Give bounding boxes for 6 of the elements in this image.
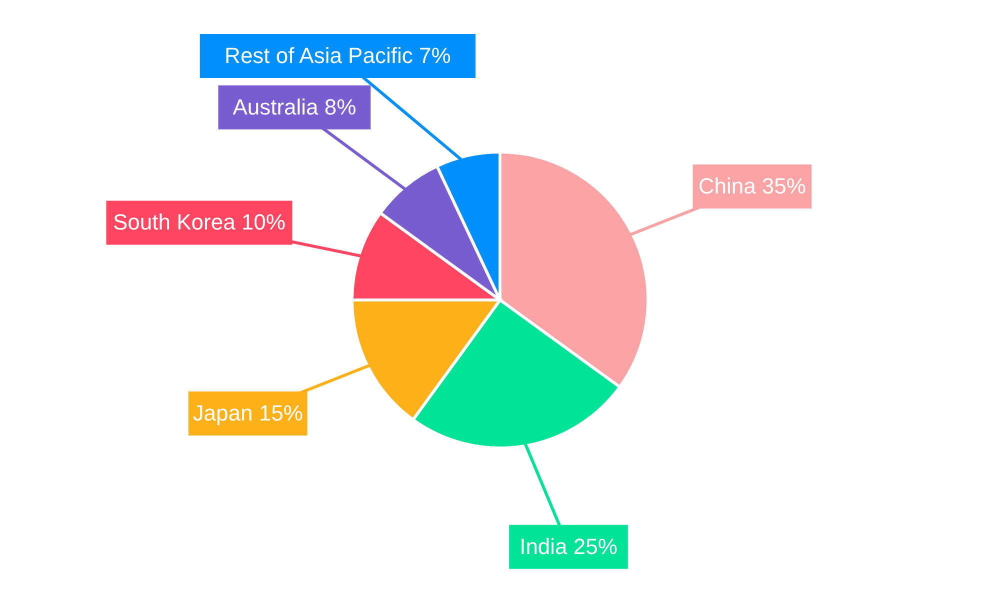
slice-label: India 25% [520, 534, 618, 559]
slice-label: Japan 15% [192, 400, 303, 426]
slice-label: Rest of Asia Pacific 7% [224, 43, 451, 68]
slice-label: China 35% [698, 174, 806, 198]
slice-label: South Korea 10% [113, 210, 286, 235]
slice-label: Australia 8% [232, 94, 356, 120]
